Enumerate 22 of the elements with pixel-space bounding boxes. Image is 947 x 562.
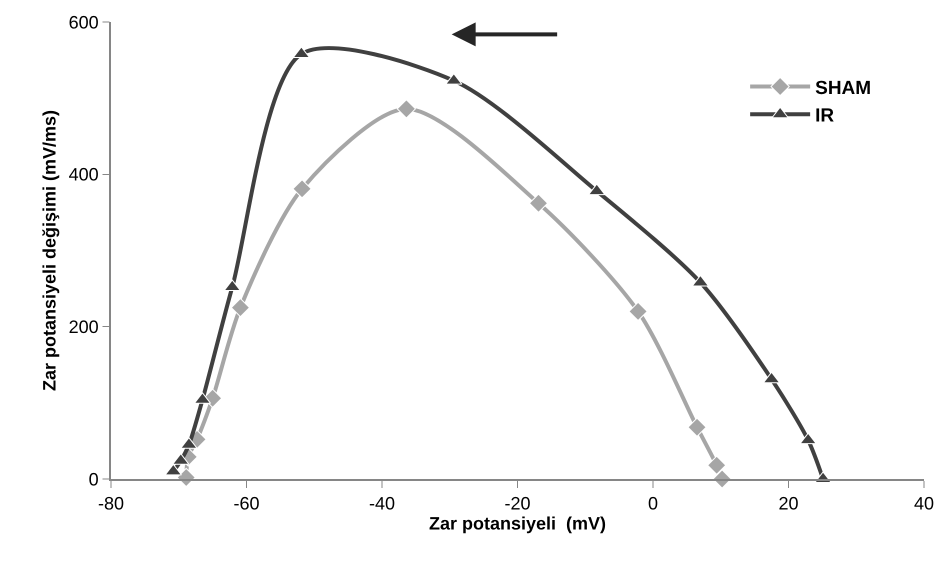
- point: [687, 418, 707, 437]
- y-tick-label: 400: [68, 164, 99, 185]
- x-tick-label: 40: [914, 493, 934, 514]
- x-tick-label: -40: [368, 493, 396, 514]
- legend-label: IR: [815, 106, 834, 127]
- point: [396, 99, 416, 118]
- x-tick-label: -60: [233, 493, 260, 514]
- y-tick-label: 200: [68, 316, 99, 337]
- point: [628, 302, 648, 322]
- x-tick-label: 20: [778, 493, 799, 514]
- point: [292, 179, 312, 198]
- point: [528, 194, 548, 213]
- y-tick-label: 600: [68, 12, 99, 32]
- point: [707, 456, 726, 475]
- x-tick-label: 0: [648, 493, 658, 514]
- x-tick-label: -20: [504, 493, 531, 514]
- x-tick-label: -80: [98, 493, 124, 514]
- y-axis-title: Zar potansiyeli değişimi (mV/ms): [39, 110, 60, 392]
- x-axis-title: Zar potansiyeli (mV): [428, 513, 606, 534]
- legend-label: SHAM: [815, 78, 872, 99]
- point: [230, 298, 250, 318]
- y-tick-label: 0: [88, 469, 99, 490]
